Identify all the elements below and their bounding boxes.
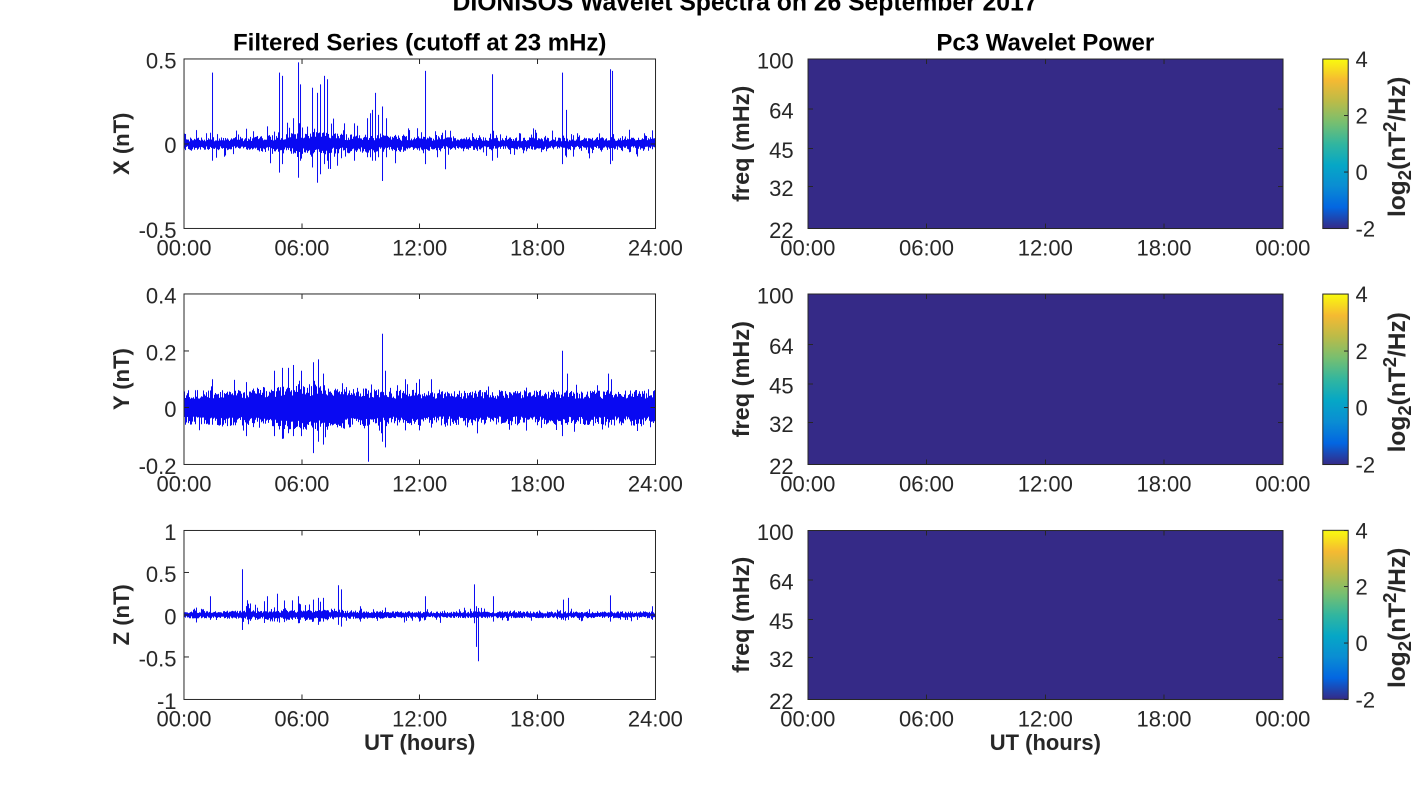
svg-text:45: 45	[769, 138, 793, 163]
svg-text:64: 64	[769, 334, 793, 359]
svg-text:0.5: 0.5	[146, 562, 177, 587]
svg-text:0: 0	[1355, 396, 1367, 421]
svg-text:00:00: 00:00	[156, 235, 211, 260]
svg-text:log2(nT2/Hz): log2(nT2/Hz)	[1379, 77, 1415, 217]
svg-text:4: 4	[1356, 282, 1368, 307]
svg-text:06:00: 06:00	[274, 471, 329, 496]
svg-text:00:00: 00:00	[780, 236, 835, 261]
svg-text:18:00: 18:00	[1136, 472, 1191, 497]
svg-text:Y (nT): Y (nT)	[109, 348, 134, 410]
svg-text:-2: -2	[1355, 687, 1375, 712]
svg-text:100: 100	[757, 284, 794, 309]
svg-text:freq (mHz): freq (mHz)	[728, 557, 754, 673]
svg-text:64: 64	[769, 99, 793, 124]
svg-text:18:00: 18:00	[1136, 706, 1191, 731]
svg-text:Filtered Series (cutoff at 23: Filtered Series (cutoff at 23 mHz)	[233, 29, 606, 56]
svg-text:0: 0	[1356, 160, 1368, 185]
svg-text:log2(nT2/Hz): log2(nT2/Hz)	[1379, 548, 1415, 688]
svg-text:06:00: 06:00	[274, 706, 329, 731]
svg-text:32: 32	[769, 412, 793, 437]
svg-text:freq (mHz): freq (mHz)	[728, 86, 754, 202]
svg-text:22: 22	[769, 218, 793, 243]
svg-text:00:00: 00:00	[780, 472, 835, 497]
svg-text:32: 32	[769, 176, 793, 201]
svg-text:00:00: 00:00	[1255, 706, 1310, 731]
svg-text:freq (mHz): freq (mHz)	[728, 321, 754, 437]
svg-text:2: 2	[1356, 339, 1368, 364]
svg-text:24:00: 24:00	[628, 706, 683, 731]
svg-text:4: 4	[1355, 518, 1367, 543]
svg-text:45: 45	[769, 609, 793, 634]
svg-text:64: 64	[769, 570, 793, 595]
svg-text:00:00: 00:00	[156, 471, 211, 496]
svg-text:12:00: 12:00	[1018, 472, 1073, 497]
svg-text:0.5: 0.5	[146, 48, 177, 73]
svg-text:0: 0	[1355, 631, 1367, 656]
svg-text:100: 100	[757, 49, 794, 74]
svg-text:0: 0	[164, 397, 176, 422]
svg-text:-0.5: -0.5	[139, 646, 177, 671]
svg-text:22: 22	[769, 454, 793, 479]
svg-text:Z (nT): Z (nT)	[109, 584, 134, 645]
svg-text:0.2: 0.2	[146, 340, 177, 365]
svg-text:12:00: 12:00	[392, 471, 447, 496]
svg-text:12:00: 12:00	[392, 235, 447, 260]
svg-text:100: 100	[757, 520, 794, 545]
svg-text:-2: -2	[1356, 217, 1376, 242]
svg-text:Pc3 Wavelet Power: Pc3 Wavelet Power	[936, 30, 1154, 57]
svg-text:4: 4	[1356, 47, 1368, 72]
svg-text:00:00: 00:00	[1255, 236, 1310, 261]
svg-text:-0.5: -0.5	[139, 218, 177, 243]
svg-text:22: 22	[769, 689, 793, 714]
svg-text:00:00: 00:00	[1255, 472, 1310, 497]
svg-text:2: 2	[1356, 104, 1368, 129]
svg-text:18:00: 18:00	[510, 471, 565, 496]
svg-text:log2(nT2/Hz): log2(nT2/Hz)	[1379, 312, 1415, 452]
svg-text:18:00: 18:00	[510, 706, 565, 731]
svg-text:0: 0	[164, 604, 176, 629]
svg-text:UT (hours): UT (hours)	[990, 730, 1101, 755]
svg-text:1: 1	[164, 520, 176, 545]
svg-text:2: 2	[1355, 575, 1367, 600]
svg-text:00:00: 00:00	[780, 706, 835, 731]
svg-text:-0.2: -0.2	[139, 454, 177, 479]
svg-text:45: 45	[769, 373, 793, 398]
svg-text:06:00: 06:00	[899, 706, 954, 731]
svg-text:06:00: 06:00	[899, 472, 954, 497]
svg-text:18:00: 18:00	[1136, 236, 1191, 261]
svg-text:0: 0	[164, 133, 176, 158]
svg-text:18:00: 18:00	[510, 235, 565, 260]
svg-text:-2: -2	[1355, 453, 1375, 478]
svg-text:12:00: 12:00	[392, 706, 447, 731]
svg-text:0.4: 0.4	[146, 283, 177, 308]
svg-text:DIONISOS Wavelet Spectra on 26: DIONISOS Wavelet Spectra on 26 September…	[453, 0, 1038, 17]
svg-text:12:00: 12:00	[1018, 706, 1073, 731]
svg-text:12:00: 12:00	[1018, 236, 1073, 261]
svg-text:UT (hours): UT (hours)	[364, 730, 475, 755]
svg-text:-1: -1	[157, 689, 177, 714]
svg-text:X (nT): X (nT)	[109, 113, 134, 175]
svg-text:06:00: 06:00	[274, 235, 329, 260]
svg-text:24:00: 24:00	[628, 235, 683, 260]
svg-text:24:00: 24:00	[628, 471, 683, 496]
svg-text:06:00: 06:00	[899, 236, 954, 261]
svg-text:00:00: 00:00	[156, 706, 211, 731]
svg-text:32: 32	[769, 647, 793, 672]
